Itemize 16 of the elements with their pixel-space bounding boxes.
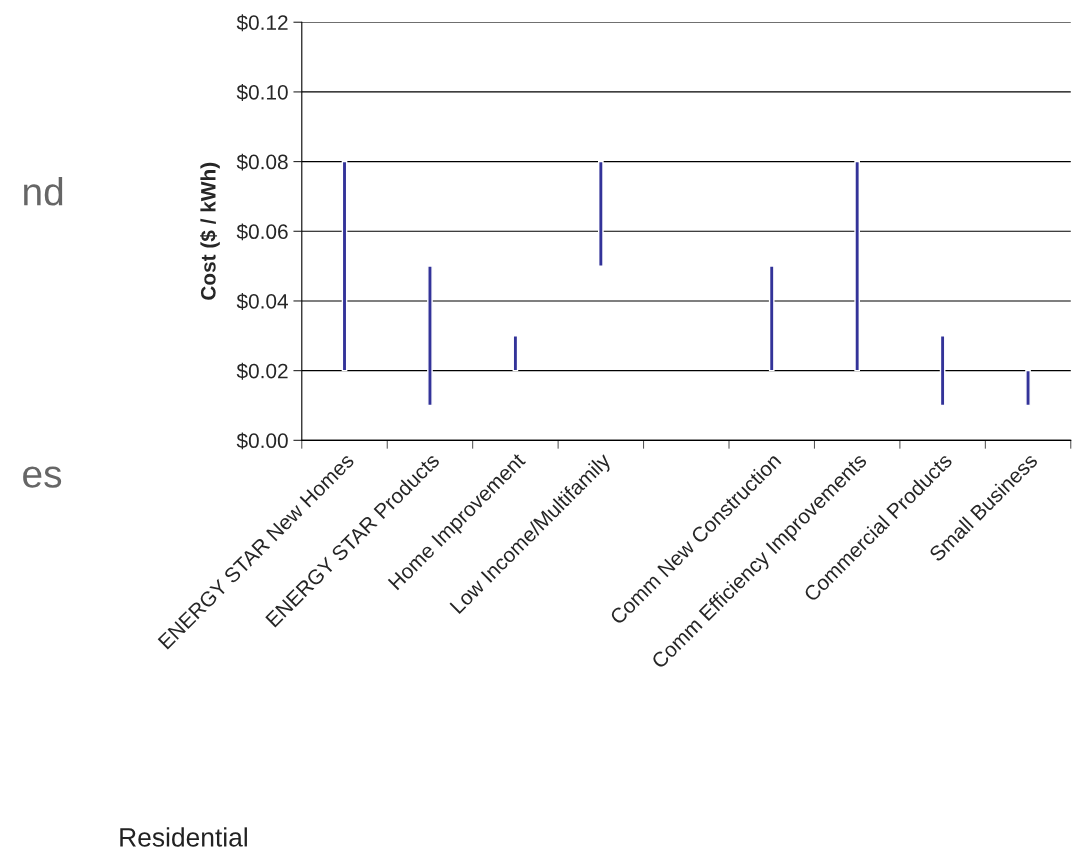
text: es bbox=[23, 466, 62, 488]
y-tick-label: $0.00 bbox=[236, 432, 288, 450]
bar bbox=[427, 265, 433, 407]
bar bbox=[768, 265, 775, 372]
bar bbox=[854, 160, 861, 372]
y-tick-label: $0.12 bbox=[236, 14, 288, 32]
y-tick-label: $0.02 bbox=[236, 362, 288, 380]
text: nd bbox=[24, 177, 63, 206]
y-tick-label: $0.10 bbox=[236, 84, 288, 101]
text: Residential bbox=[120, 827, 247, 847]
y-axis-title: Cost ($ / kWh) bbox=[200, 162, 220, 300]
y-tick-label: $0.04 bbox=[236, 293, 288, 310]
y-tick-label: $0.08 bbox=[236, 153, 288, 171]
y-tick-label: $0.06 bbox=[236, 223, 288, 241]
bar bbox=[598, 160, 604, 267]
bar bbox=[1025, 369, 1031, 407]
